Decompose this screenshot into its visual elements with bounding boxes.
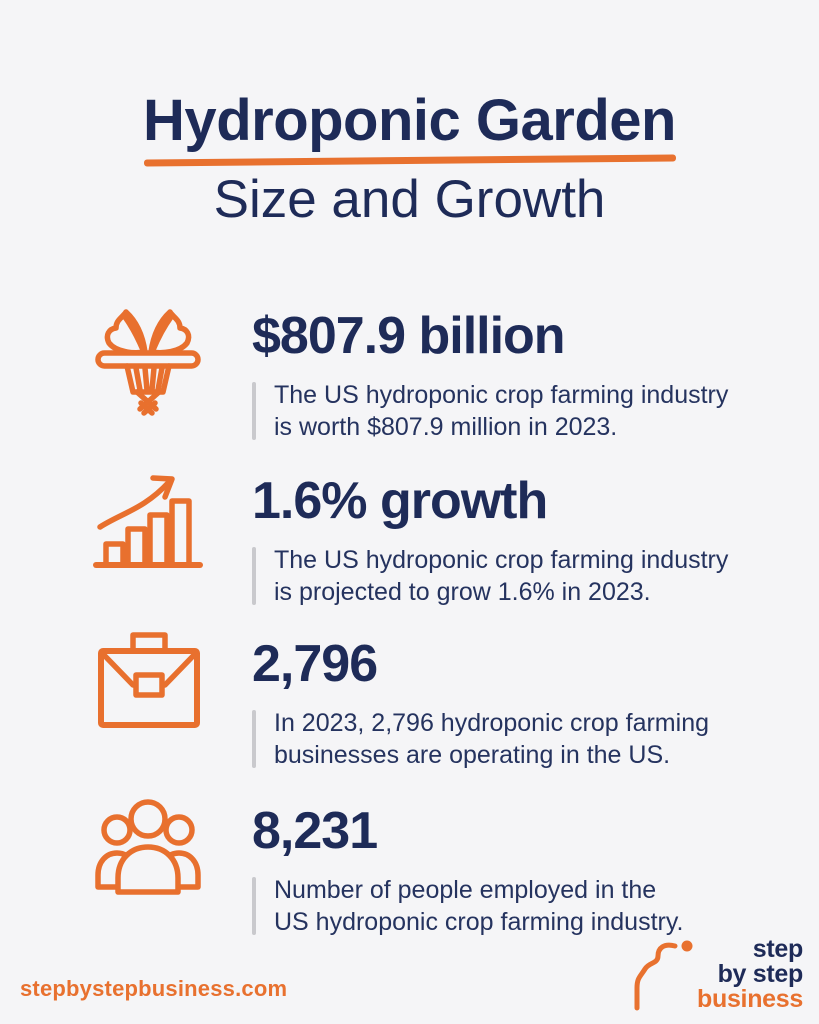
stat-icon-box: [90, 465, 206, 583]
logo-line-by-step: by step: [717, 960, 804, 988]
stat-value: $807.9 billion: [252, 307, 566, 365]
growth-chart-icon: [93, 475, 203, 568]
stat-row-businesses: 2,796 In 2023, 2,796 hydroponic crop far…: [90, 628, 709, 771]
stat-row-employees: 8,231 Number of people employed in the U…: [90, 795, 683, 938]
description-text: Number of people employed in the US hydr…: [274, 874, 683, 938]
page-title: Hydroponic Garden: [143, 88, 676, 153]
description-text: The US hydroponic crop farming industry …: [274, 544, 728, 608]
description-text: The US hydroponic crop farming industry …: [274, 379, 728, 443]
logo-line-step: step: [752, 935, 804, 963]
stat-description: The US hydroponic crop farming industry …: [252, 544, 728, 608]
page-subtitle: Size and Growth: [213, 170, 606, 229]
title-underline: [143, 154, 676, 167]
stat-description: The US hydroponic crop farming industry …: [252, 379, 728, 443]
description-line: The US hydroponic crop farming industry: [274, 381, 729, 409]
description-line: In 2023, 2,796 hydroponic crop farming: [274, 709, 709, 737]
stat-value: 1.6% growth: [252, 472, 548, 530]
website-url: stepbystepbusiness.com: [20, 976, 288, 1001]
stat-value: 2,796: [252, 635, 378, 693]
description-divider: [252, 877, 256, 935]
stat-icon-box: [90, 300, 206, 418]
stat-row-industry-size: $807.9 billion The US hydroponic crop fa…: [90, 300, 728, 443]
briefcase-icon: [98, 632, 200, 728]
stat-icon-box: [90, 795, 206, 913]
stat-text-block: 1.6% growth The US hydroponic crop farmi…: [252, 465, 728, 608]
people-group-icon: [95, 799, 201, 895]
logo-steps-curve-icon: [634, 940, 693, 1011]
logo-line-business: business: [697, 985, 803, 1013]
description-line: US hydroponic crop farming industry.: [274, 908, 684, 936]
description-line: Number of people employed in the: [274, 876, 657, 904]
description-line: The US hydroponic crop farming industry: [274, 546, 729, 574]
step-by-step-business-logo: step by step business: [630, 937, 803, 1012]
stat-text-block: 2,796 In 2023, 2,796 hydroponic crop far…: [252, 628, 709, 771]
header: Hydroponic Garden Size and Growth: [0, 0, 819, 228]
description-line: is projected to grow 1.6% in 2023.: [274, 578, 651, 606]
stat-value: 8,231: [252, 802, 378, 860]
stat-description: In 2023, 2,796 hydroponic crop farming b…: [252, 707, 709, 771]
description-divider: [252, 547, 256, 605]
stat-text-block: $807.9 billion The US hydroponic crop fa…: [252, 300, 728, 443]
description-line: is worth $807.9 million in 2023.: [274, 413, 618, 441]
stat-row-growth: 1.6% growth The US hydroponic crop farmi…: [90, 465, 728, 608]
description-line: businesses are operating in the US.: [274, 741, 671, 769]
stat-text-block: 8,231 Number of people employed in the U…: [252, 795, 683, 938]
logo-text: step by step business: [697, 937, 803, 1012]
description-divider: [252, 382, 256, 440]
stat-description: Number of people employed in the US hydr…: [252, 874, 683, 938]
description-divider: [252, 710, 256, 768]
hydroponic-plant-icon: [95, 309, 201, 416]
description-text: In 2023, 2,796 hydroponic crop farming b…: [274, 707, 709, 771]
stat-icon-box: [90, 628, 206, 746]
